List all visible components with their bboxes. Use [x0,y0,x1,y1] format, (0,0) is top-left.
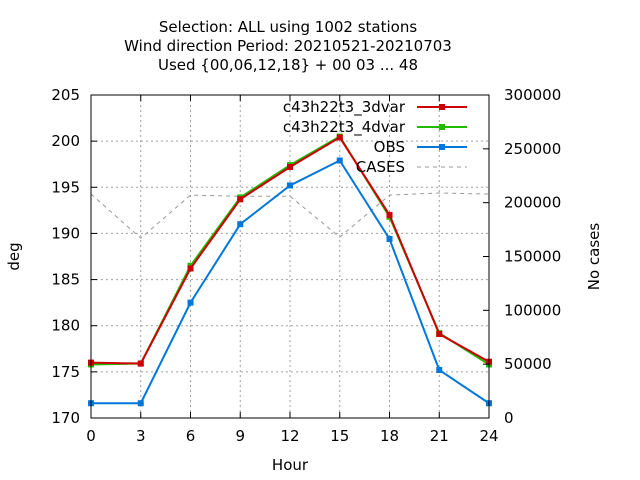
y2-tick-label: 100000 [504,301,561,319]
y2-tick-label: 250000 [504,140,561,158]
data-point [237,196,243,202]
y-tick-label: 180 [51,317,80,335]
legend-marker [439,124,445,130]
data-point [337,158,343,164]
y-tick-label: 175 [51,363,80,381]
y2-tick-label: 0 [504,409,514,427]
data-point [287,182,293,188]
ticks: 0 3 6 9 12 15 18 21 24 170 175 180 185 190 195 200 205 0 5… [51,86,561,445]
data-point [436,331,442,337]
y2-tick-label: 200000 [504,194,561,212]
y2-tick-label: 50000 [504,355,552,373]
y-tick-label: 195 [51,178,80,196]
x-tick-label: 12 [280,427,299,445]
data-point [436,367,442,373]
x-tick-label: 18 [380,427,399,445]
y2-axis-label: No cases [585,223,603,291]
x-tick-label: 0 [86,427,96,445]
x-axis-label: Hour [272,456,309,474]
y-tick-label: 205 [51,86,80,104]
data-point [387,236,393,242]
data-point [287,164,293,170]
data-point [387,212,393,218]
data-point [188,300,194,306]
legend-label: c43h22t3_4dvar [283,118,406,137]
x-tick-label: 21 [430,427,449,445]
y-tick-label: 170 [51,409,80,427]
y-tick-label: 190 [51,224,80,242]
x-tick-label: 15 [330,427,349,445]
legend-marker [439,104,445,110]
y-tick-label: 200 [51,132,80,150]
x-tick-label: 3 [136,427,146,445]
legend-label: CASES [356,158,405,176]
x-tick-label: 9 [235,427,245,445]
data-point [138,361,144,367]
y2-tick-label: 150000 [504,248,561,266]
legend-marker [439,144,445,150]
x-tick-label: 6 [186,427,196,445]
legend-label: c43h22t3_3dvar [283,98,406,117]
x-tick-label: 24 [479,427,498,445]
data-point [237,221,243,227]
data-point [138,400,144,406]
data-point [188,265,194,271]
y-axis-label: deg [5,242,23,270]
grid [91,95,489,418]
y2-tick-label: 300000 [504,86,561,104]
y-tick-label: 185 [51,271,80,289]
legend-label: OBS [374,138,405,156]
